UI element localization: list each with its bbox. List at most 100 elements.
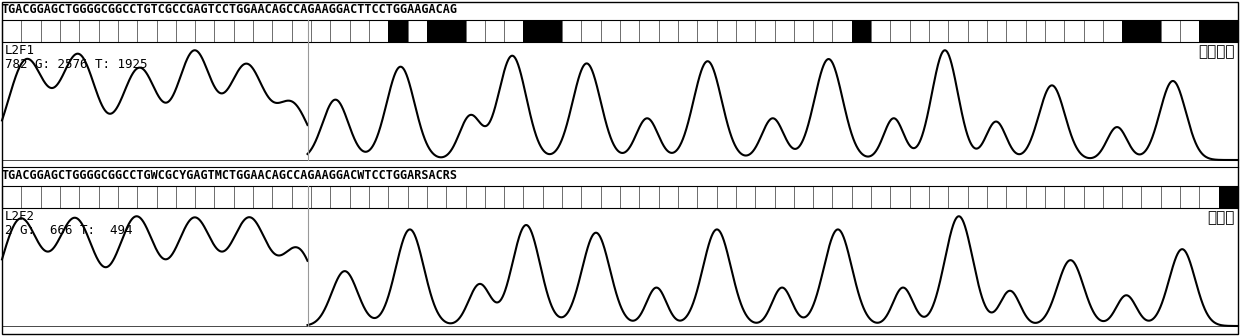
Bar xyxy=(910,20,929,42)
Bar xyxy=(118,20,138,42)
Bar xyxy=(1142,20,1161,42)
Bar xyxy=(600,186,620,208)
Bar xyxy=(215,20,234,42)
Bar xyxy=(465,20,485,42)
Bar xyxy=(370,186,388,208)
Bar xyxy=(1199,20,1219,42)
Bar xyxy=(870,186,890,208)
Text: TGACGGAGCTGGGGCGGCCTGTCGCCGAGTCCTGGAACAGCCAGAAGGACTTCCTGGAAGACAG: TGACGGAGCTGGGGCGGCCTGTCGCCGAGTCCTGGAACAG… xyxy=(2,3,458,16)
Bar xyxy=(446,20,465,42)
Bar xyxy=(775,20,794,42)
Bar xyxy=(870,20,890,42)
Bar xyxy=(910,186,929,208)
Bar xyxy=(658,186,678,208)
Bar xyxy=(562,20,582,42)
Bar xyxy=(195,186,215,208)
Bar xyxy=(620,20,640,42)
Bar xyxy=(311,186,330,208)
Bar xyxy=(1045,186,1064,208)
Bar xyxy=(582,186,600,208)
Bar xyxy=(600,20,620,42)
Bar xyxy=(195,20,215,42)
Bar xyxy=(640,20,658,42)
Bar xyxy=(408,20,427,42)
Bar xyxy=(273,20,291,42)
Bar xyxy=(291,20,311,42)
Bar xyxy=(987,186,1006,208)
Bar xyxy=(350,186,370,208)
Bar xyxy=(215,186,234,208)
Bar xyxy=(813,20,832,42)
Bar xyxy=(755,186,775,208)
Bar xyxy=(794,20,813,42)
Bar xyxy=(1142,186,1161,208)
Bar xyxy=(21,186,41,208)
Bar xyxy=(1161,20,1180,42)
Bar xyxy=(98,186,118,208)
Bar xyxy=(562,186,582,208)
Bar xyxy=(505,20,523,42)
Bar xyxy=(620,186,640,208)
Bar xyxy=(543,186,562,208)
Bar xyxy=(987,20,1006,42)
Bar xyxy=(370,20,388,42)
Bar xyxy=(697,20,717,42)
Bar xyxy=(1219,186,1238,208)
Bar xyxy=(446,186,465,208)
Bar xyxy=(1122,186,1142,208)
Bar xyxy=(813,186,832,208)
Text: 普通策略: 普通策略 xyxy=(1199,44,1235,59)
Text: 2 G:  666 T:  494: 2 G: 666 T: 494 xyxy=(5,224,133,237)
Bar xyxy=(485,20,505,42)
Bar xyxy=(523,20,543,42)
Bar xyxy=(640,186,658,208)
Bar xyxy=(678,20,697,42)
Bar xyxy=(234,186,253,208)
Text: 782 G: 2576 T: 1925: 782 G: 2576 T: 1925 xyxy=(5,58,148,71)
Bar xyxy=(176,20,195,42)
Bar xyxy=(253,186,273,208)
Bar xyxy=(505,186,523,208)
Bar xyxy=(1102,186,1122,208)
Bar xyxy=(388,20,408,42)
Bar xyxy=(832,186,852,208)
Text: L2F1: L2F1 xyxy=(5,44,35,57)
Bar xyxy=(967,20,987,42)
Bar xyxy=(1180,186,1199,208)
Bar xyxy=(176,186,195,208)
Bar xyxy=(79,20,98,42)
Bar xyxy=(388,186,408,208)
Bar xyxy=(311,20,330,42)
Bar xyxy=(543,20,562,42)
Bar xyxy=(118,186,138,208)
Bar xyxy=(852,186,870,208)
Bar xyxy=(1180,20,1199,42)
Bar xyxy=(2,20,21,42)
Bar xyxy=(1006,20,1025,42)
Bar xyxy=(427,20,446,42)
Bar xyxy=(678,186,697,208)
Bar xyxy=(1102,20,1122,42)
Bar xyxy=(1122,20,1142,42)
Bar xyxy=(1064,20,1084,42)
Bar xyxy=(330,186,350,208)
Bar xyxy=(1199,186,1219,208)
Bar xyxy=(1006,186,1025,208)
Bar xyxy=(330,20,350,42)
Bar xyxy=(755,20,775,42)
Bar xyxy=(658,20,678,42)
Bar xyxy=(41,20,60,42)
Bar xyxy=(350,20,370,42)
Bar xyxy=(832,20,852,42)
Bar xyxy=(156,20,176,42)
Bar xyxy=(582,20,600,42)
Bar xyxy=(60,20,79,42)
Bar xyxy=(138,186,156,208)
Bar xyxy=(929,186,949,208)
Bar xyxy=(465,186,485,208)
Bar xyxy=(890,20,910,42)
Bar xyxy=(2,186,1238,208)
Bar xyxy=(98,20,118,42)
Bar xyxy=(717,20,735,42)
Bar xyxy=(427,186,446,208)
